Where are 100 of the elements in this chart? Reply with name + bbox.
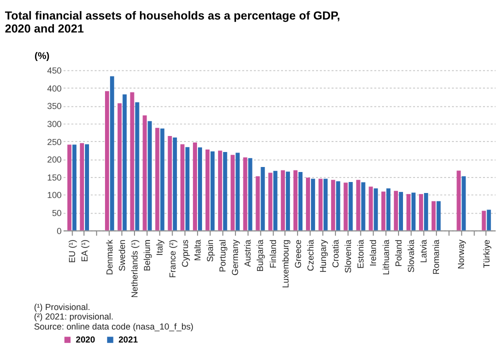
bar <box>306 178 310 230</box>
bar <box>135 102 140 230</box>
bar <box>336 181 340 230</box>
bar <box>374 188 378 230</box>
y-tick-label: 150 <box>47 172 62 182</box>
y-tick-label: 100 <box>47 190 62 200</box>
bar <box>84 144 90 230</box>
x-tick-label: Luxembourg <box>280 239 290 288</box>
bar <box>67 144 72 230</box>
legend-label: 2020 <box>76 334 96 345</box>
x-tick-label: Belgium <box>142 240 152 272</box>
bar <box>248 158 252 230</box>
x-tick-label: Ireland <box>368 239 378 266</box>
bar <box>243 157 248 230</box>
bar <box>223 152 228 230</box>
bar <box>72 144 76 230</box>
x-tick-label: Slovenia <box>343 239 354 274</box>
x-tick-label: Lithuania <box>380 239 391 275</box>
x-tick-label: Hungary <box>318 238 328 273</box>
bar <box>348 182 353 230</box>
bar <box>356 180 360 230</box>
y-tick-label: 300 <box>47 118 62 129</box>
x-tick-label: Sweden <box>117 239 128 272</box>
bar <box>406 194 411 230</box>
x-tick-label: Germany <box>230 238 240 276</box>
x-tick-label: Estonia <box>356 239 366 269</box>
bar <box>105 91 110 230</box>
x-tick-label: Croatia <box>330 239 341 268</box>
y-tick-label: 250 <box>47 136 62 147</box>
bar <box>118 103 122 230</box>
bar <box>148 121 152 230</box>
x-tick-label: EU (¹) <box>66 240 77 263</box>
y-tick-label: 350 <box>47 101 62 112</box>
bar <box>286 172 290 230</box>
bar <box>210 151 215 230</box>
source-note: Source: online data code (nasa_10_f_bs) <box>34 321 194 332</box>
x-tick-label: Norway <box>456 238 466 270</box>
text: (¹) Provisional. <box>34 302 90 312</box>
x-tick-label: Malta <box>192 239 202 261</box>
bar <box>268 172 272 230</box>
bar <box>142 115 147 230</box>
chart-title: Total financial assets of households as a percentage of GDP, 2020 and 2021 <box>4 10 340 36</box>
y-tick-label: 400 <box>47 83 62 94</box>
bar <box>344 182 348 230</box>
bar <box>411 192 416 230</box>
bar <box>462 176 466 230</box>
x-tick-label: Türkiye <box>481 239 492 268</box>
y-tick-label: 200 <box>47 154 62 165</box>
bar <box>424 192 428 230</box>
bar <box>230 154 235 230</box>
bar <box>256 176 260 230</box>
x-tick-label: Portugal <box>218 240 228 272</box>
x-tick-label: Poland <box>393 239 404 267</box>
bar <box>386 188 390 230</box>
bar <box>486 210 491 230</box>
bar <box>381 192 386 230</box>
bar <box>318 178 323 230</box>
text: (²) 2021: provisional. <box>34 312 114 322</box>
bar <box>192 142 198 230</box>
x-tick-label: Austria <box>242 239 253 267</box>
x-tick-label: Greece <box>292 239 303 268</box>
y-tick-label: 0 <box>56 226 62 236</box>
x-tick-label: Latvia <box>418 239 428 263</box>
bar <box>198 147 202 230</box>
x-tick-label: Netherlands (¹) <box>130 240 140 298</box>
bar <box>206 150 210 230</box>
bar <box>280 170 285 230</box>
y-tick-label: 50 <box>52 208 62 218</box>
x-tick-label: Romania <box>431 239 442 274</box>
x-tick-label: Slovakia <box>406 239 416 273</box>
y-tick-label: 450 <box>47 66 62 76</box>
bar <box>436 201 441 230</box>
bar <box>155 128 160 230</box>
bar <box>122 94 127 230</box>
x-tick-label: Czechia <box>305 239 316 272</box>
x-tick-label: Italy <box>154 238 165 256</box>
bar <box>172 137 177 230</box>
x-tick-label: Spain <box>204 239 215 262</box>
bar <box>398 192 403 230</box>
bar <box>236 152 240 230</box>
bar <box>456 170 461 230</box>
bar <box>185 147 190 230</box>
bar <box>110 76 114 230</box>
bar <box>293 170 298 230</box>
bar <box>260 167 265 230</box>
bar <box>273 170 278 230</box>
bar <box>130 92 134 230</box>
x-tick-label: Cyprus <box>180 238 190 268</box>
x-tick-label: EA (¹) <box>79 240 90 262</box>
legend-label: 2021 <box>118 334 138 345</box>
x-tick-label: France (²) <box>167 240 178 278</box>
bar <box>298 172 303 230</box>
bar <box>324 178 328 230</box>
x-tick-label: Finland <box>268 239 278 268</box>
bar <box>218 150 222 230</box>
bar <box>168 136 172 230</box>
bar <box>180 144 184 230</box>
bar <box>394 190 398 230</box>
bar <box>432 201 436 230</box>
bar <box>80 143 84 230</box>
